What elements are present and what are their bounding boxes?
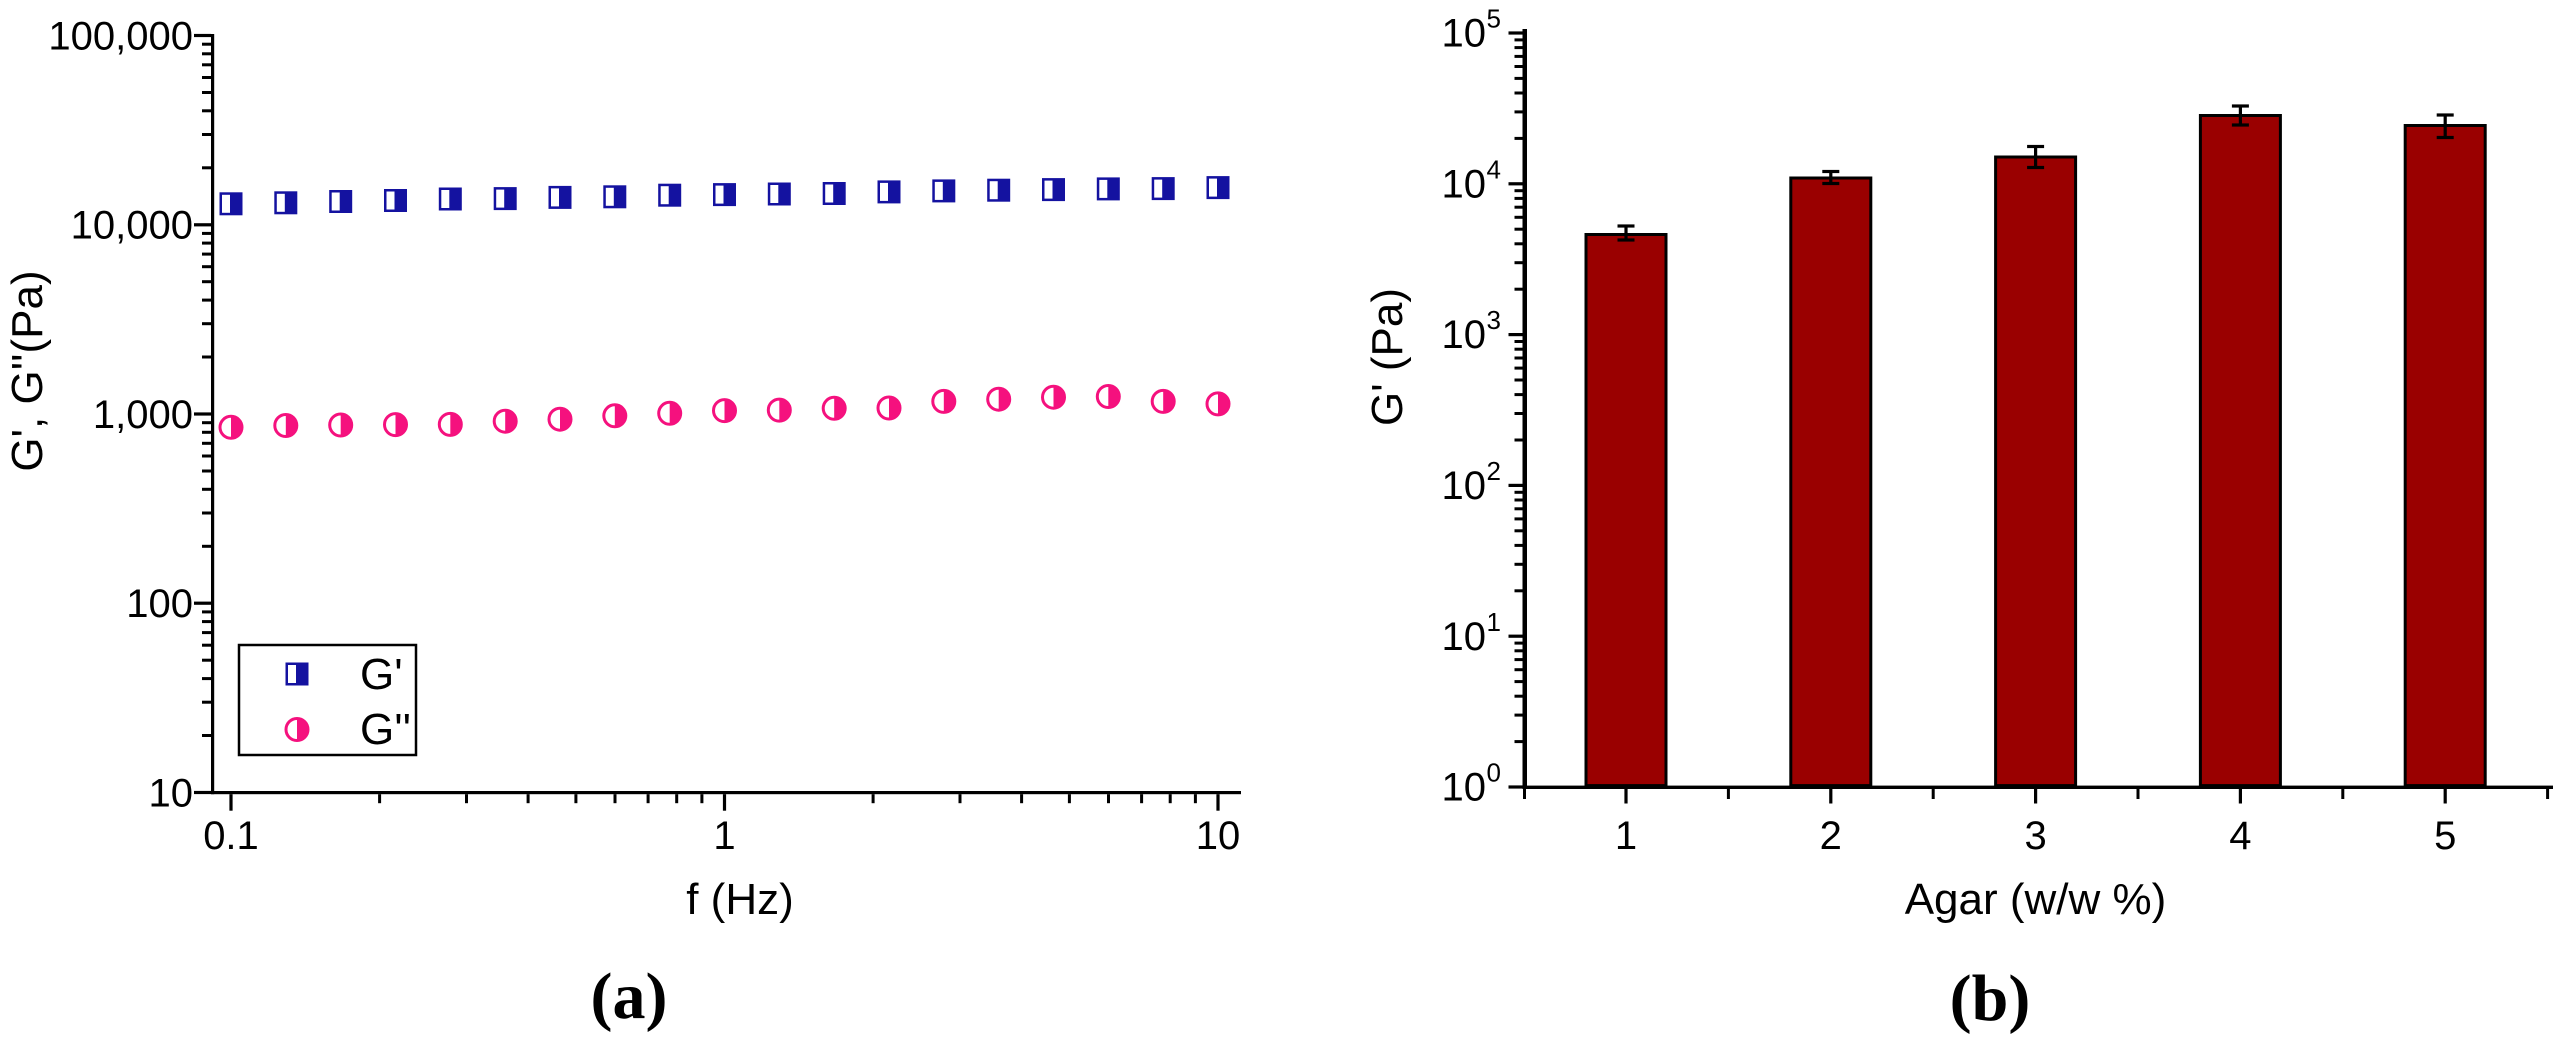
svg-text:(b): (b) (1950, 962, 2031, 1035)
svg-text:5: 5 (1487, 4, 1501, 34)
svg-text:10: 10 (1442, 615, 1487, 659)
svg-text:2: 2 (1820, 814, 1842, 858)
svg-text:5: 5 (2434, 814, 2456, 858)
svg-text:G': G' (360, 650, 403, 699)
svg-text:10: 10 (1442, 313, 1487, 357)
svg-text:100,000: 100,000 (48, 14, 193, 58)
svg-text:10: 10 (1442, 12, 1487, 56)
svg-text:10: 10 (1442, 464, 1487, 508)
svg-text:10: 10 (149, 771, 194, 815)
svg-text:1: 1 (713, 814, 735, 858)
svg-text:10: 10 (1442, 162, 1487, 206)
svg-text:10: 10 (1196, 814, 1241, 858)
svg-text:f (Hz): f (Hz) (686, 875, 794, 924)
svg-text:2: 2 (1487, 456, 1501, 486)
svg-text:4: 4 (2229, 814, 2251, 858)
svg-text:G', G''(Pa): G', G''(Pa) (3, 270, 52, 471)
svg-text:3: 3 (1487, 305, 1501, 335)
svg-text:Agar (w/w %): Agar (w/w %) (1905, 875, 2167, 924)
svg-text:0: 0 (1487, 758, 1501, 788)
svg-text:10,000: 10,000 (71, 204, 193, 248)
svg-text:1: 1 (1615, 814, 1637, 858)
svg-text:0.1: 0.1 (203, 814, 259, 858)
svg-text:4: 4 (1487, 154, 1501, 184)
svg-text:G'': G'' (360, 705, 411, 754)
svg-text:(a): (a) (591, 960, 668, 1033)
svg-text:100: 100 (126, 582, 193, 626)
svg-text:1,000: 1,000 (93, 393, 193, 437)
svg-text:10: 10 (1442, 766, 1487, 810)
svg-text:G' (Pa): G' (Pa) (1363, 288, 1412, 426)
svg-text:3: 3 (2024, 814, 2046, 858)
svg-text:1: 1 (1487, 607, 1501, 637)
